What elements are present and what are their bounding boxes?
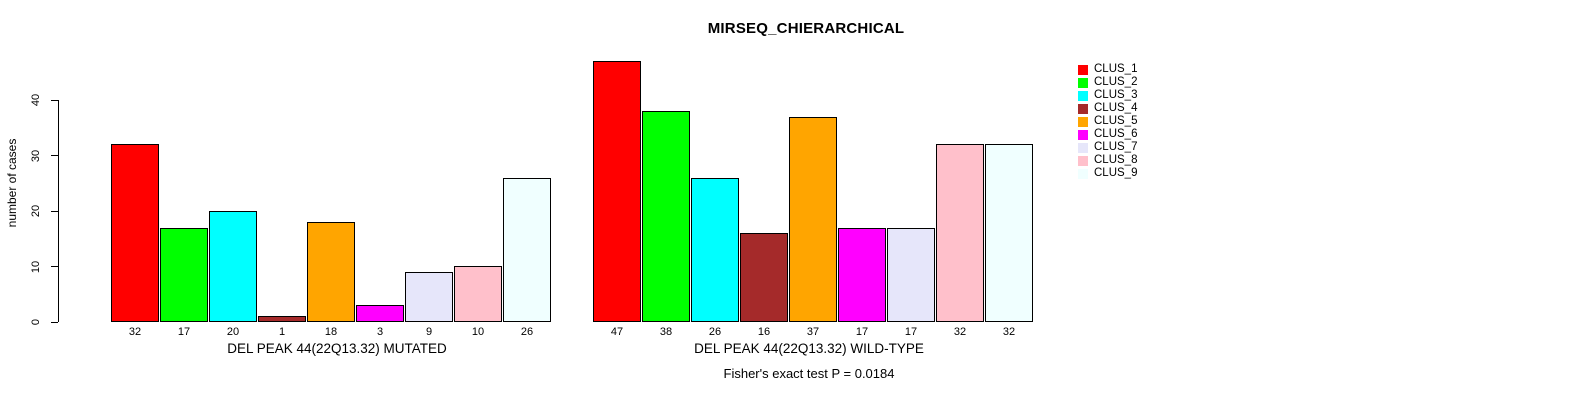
legend-label: CLUS_2: [1094, 76, 1138, 88]
bar-value-label: 17: [904, 326, 918, 338]
bar-mutated-clus_9: [503, 178, 551, 322]
legend-swatch: [1078, 168, 1088, 179]
bar-value-label: 32: [1002, 326, 1016, 338]
legend-swatch: [1078, 129, 1088, 140]
bar-mutated-clus_1: [111, 144, 159, 322]
legend-swatch: [1078, 155, 1088, 166]
bar-value-label: 17: [177, 326, 191, 338]
y-tick-mark: [51, 99, 58, 101]
bar-mutated-clus_8: [454, 266, 502, 322]
legend-swatch: [1078, 64, 1088, 75]
bar-value-label: 16: [757, 326, 771, 338]
legend-label: CLUS_7: [1094, 141, 1138, 153]
bar-wild-type-clus_5: [789, 117, 837, 322]
y-axis-line: [58, 100, 60, 322]
legend-swatch: [1078, 77, 1088, 88]
bar-value-label: 9: [425, 326, 433, 338]
fisher-test-footnote: Fisher's exact test P = 0.0184: [723, 366, 895, 381]
y-tick-mark: [51, 321, 58, 323]
bar-wild-type-clus_4: [740, 233, 788, 322]
y-tick-mark: [51, 155, 58, 157]
legend-swatch: [1078, 142, 1088, 153]
legend-label: CLUS_4: [1094, 102, 1138, 114]
bar-mutated-clus_6: [356, 305, 404, 322]
bar-wild-type-clus_2: [642, 111, 690, 322]
y-tick-label: 30: [30, 149, 42, 162]
legend-item-clus_7: CLUS_7: [1078, 141, 1137, 154]
bar-value-label: 26: [520, 326, 534, 338]
bar-mutated-clus_4: [258, 316, 306, 322]
legend-label: CLUS_1: [1094, 63, 1138, 75]
legend-item-clus_1: CLUS_1: [1078, 63, 1137, 76]
legend-item-clus_6: CLUS_6: [1078, 128, 1137, 141]
bar-wild-type-clus_1: [593, 61, 641, 322]
bar-wild-type-clus_7: [887, 228, 935, 322]
y-tick-label: 40: [30, 93, 42, 107]
bar-value-label: 26: [708, 326, 722, 338]
bar-value-label: 1: [278, 326, 286, 338]
bar-value-label: 20: [226, 326, 240, 338]
legend-item-clus_3: CLUS_3: [1078, 89, 1137, 102]
x-axis-title-wildtype: DEL PEAK 44(22Q13.32) WILD-TYPE: [694, 341, 924, 356]
legend-label: CLUS_9: [1094, 167, 1138, 179]
bar-wild-type-clus_8: [936, 144, 984, 322]
bar-value-label: 3: [376, 326, 384, 338]
y-tick-label: 20: [30, 204, 42, 218]
x-axis-title-mutated: DEL PEAK 44(22Q13.32) MUTATED: [227, 341, 447, 356]
legend-item-clus_9: CLUS_9: [1078, 167, 1137, 180]
bar-value-label: 37: [806, 326, 820, 338]
legend: CLUS_1 CLUS_2 CLUS_3 CLUS_4 CLUS_5 CLUS_6 CLUS…: [1078, 63, 1137, 180]
legend-label: CLUS_5: [1094, 115, 1138, 127]
y-tick-label: 0: [30, 318, 42, 326]
bar-mutated-clus_2: [160, 228, 208, 322]
bar-mutated-clus_5: [307, 222, 355, 322]
bar-wild-type-clus_6: [838, 228, 886, 322]
legend-label: CLUS_3: [1094, 89, 1138, 101]
y-tick-label: 10: [30, 260, 42, 273]
bar-wild-type-clus_3: [691, 178, 739, 322]
legend-label: CLUS_8: [1094, 154, 1138, 166]
legend-item-clus_4: CLUS_4: [1078, 102, 1137, 115]
legend-swatch: [1078, 116, 1088, 127]
bar-mutated-clus_3: [209, 211, 257, 322]
chart-title: MIRSEQ_CHIERARCHICAL: [707, 20, 905, 37]
bar-value-label: 17: [855, 326, 869, 338]
bar-wild-type-clus_9: [985, 144, 1033, 322]
bar-value-label: 32: [128, 326, 142, 338]
legend-item-clus_5: CLUS_5: [1078, 115, 1137, 128]
bar-mutated-clus_7: [405, 272, 453, 322]
bar-value-label: 10: [471, 326, 485, 338]
bar-value-label: 18: [324, 326, 338, 338]
legend-swatch: [1078, 90, 1088, 101]
legend-item-clus_2: CLUS_2: [1078, 76, 1137, 89]
bar-value-label: 47: [610, 326, 624, 338]
bar-value-label: 38: [659, 326, 673, 338]
legend-label: CLUS_6: [1094, 128, 1138, 140]
y-tick-mark: [51, 266, 58, 268]
bar-value-label: 32: [953, 326, 967, 338]
y-tick-mark: [51, 210, 58, 212]
legend-item-clus_8: CLUS_8: [1078, 154, 1137, 167]
legend-swatch: [1078, 103, 1088, 114]
